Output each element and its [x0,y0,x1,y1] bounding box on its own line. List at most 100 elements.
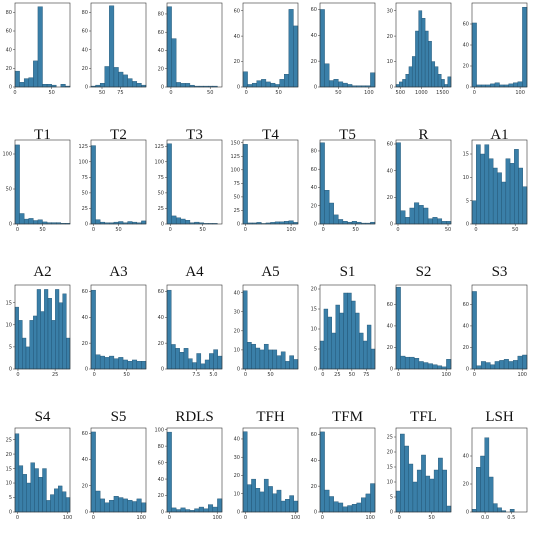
bar-s5-3 [104,357,110,370]
bar-lsl-1 [95,490,101,513]
bar-tfl-6 [423,362,429,370]
bar-dfm-3 [255,488,261,513]
ytick-label-s5-3: 60 [82,289,88,295]
ytick-label-t4-3: 60 [234,8,240,14]
panel-title-s3: S3 [492,264,508,280]
bar-lsm-7 [42,468,47,513]
ytick-label-a5-2: 50 [234,195,240,201]
panel-t2: 0 20 40 60 80 50 75 T2 [82,2,147,143]
bar-dfm-10 [285,499,290,513]
bar-rdls-1 [171,344,176,370]
ytick-label-a5-1: 25 [234,208,240,214]
ytick-label-a5-4: 100 [230,168,240,174]
panel-lsl: 02040600100LSL [82,427,147,521]
ytick-label-t2-2: 40 [82,47,88,53]
bar-fr-6 [421,454,426,513]
bar-rdls-4 [183,348,189,370]
ytick-label-a1-0: 0 [466,85,469,91]
bar-s4-13 [62,293,67,370]
axes-frame-lsl [90,427,147,513]
xtick-label-s5-0: 0 [93,372,96,378]
bar-lsh-7 [503,359,509,370]
bar-lsh-3 [485,362,491,370]
ytick-label-lsh-3: 60 [463,302,469,308]
ytick-label-a3-5: 125 [78,144,88,150]
bar-s2-7 [427,218,433,225]
ytick-label-s2-3: 60 [387,142,393,148]
bar-tfl-4 [414,358,420,370]
bar-t2-9 [132,81,138,88]
ytick-label-a4-5: 125 [154,144,164,150]
bar-r-15 [444,84,448,88]
bar-a5-7 [274,221,280,225]
bar-dfl-1 [324,489,330,513]
ytick-label-s4-1: 5 [9,345,12,351]
xtick-label-t1-0: 0 [13,90,16,96]
bar-dnd-1 [476,467,481,513]
bar-lsh-9 [513,360,519,370]
bar-s1-3 [333,214,339,225]
axes-frame-lsm [14,427,71,513]
bar-t4-4 [261,79,267,88]
axes-frame-tfm [319,284,376,370]
ytick-label-t4-1: 20 [234,59,240,65]
bar-s3-8 [505,158,511,225]
ytick-label-dfh-3: 60 [158,460,164,466]
bar-tfm-2 [327,316,332,370]
bar-dfl-4 [338,502,344,513]
xtick-label-t4-0: 0 [245,90,248,96]
bar-dfm-2 [251,478,256,513]
axes-frame-fr [395,427,452,513]
bar-dnd-9 [509,509,515,513]
bar-s2-5 [418,205,424,225]
ytick-label-lsm-2: 10 [6,481,12,487]
panel-title-s4: S4 [35,409,51,425]
ytick-label-r-2: 20 [387,34,393,40]
ytick-label-t3-1: 20 [158,66,164,72]
bar-lsm-0 [14,433,20,513]
xtick-label-dnd-1: 0.5 [507,515,515,521]
bar-lsl-0 [90,431,96,513]
bar-s1-4 [338,219,344,225]
ytick-label-lsm-1: 5 [9,495,12,501]
xtick-label-tfm-0: 0 [321,372,324,378]
bar-r-13 [437,74,442,88]
bar-tfl-1 [400,355,406,370]
axes-frame-dfm [242,427,299,513]
bar-tfh-5 [263,343,269,370]
ytick-label-t1-2: 40 [6,47,12,53]
bar-t5-4 [338,81,344,88]
bar-t4-1 [247,84,253,88]
ytick-label-tfl-2: 40 [387,324,393,330]
bar-s3-2 [480,153,485,225]
xtick-label-a1-1: 100 [515,90,525,96]
bar-dfl-11 [370,483,376,513]
bar-dfm-7 [272,493,278,513]
bar-r-2 [402,79,406,88]
bar-s3-0 [471,200,477,225]
bar-dfl-3 [333,501,339,513]
ytick-label-a2-1: 50 [6,187,12,193]
bar-t4-10 [288,9,294,88]
bar-s5-2 [99,355,105,370]
bar-lsl-6 [118,497,124,513]
bar-tfm-1 [323,308,329,370]
ytick-label-lsm-3: 15 [6,466,12,472]
xtick-label-fr-0: 0 [398,515,401,521]
bar-lsm-1 [18,465,24,513]
bar-a2-5 [37,219,43,225]
bar-lsl-10 [136,498,142,513]
panel-tfl: 0 20 40 60 0 100 TFL [387,284,452,425]
bar-a1-7 [503,84,509,88]
panel-s2: 0 20 40 60 0 50 S2 [387,139,452,280]
bar-lsl-2 [99,498,105,513]
ytick-label-t3-4: 80 [158,12,164,18]
bar-s3-10 [514,149,519,225]
ytick-label-s1-0: 0 [314,222,317,228]
bar-dnd-5 [492,503,498,513]
ytick-label-t1-0: 0 [9,85,12,91]
ytick-label-fr-0: 0 [390,510,393,516]
bar-s1-0 [319,142,325,225]
panel-s3: 0 5 10 15 0 50 S3 [463,139,528,280]
ytick-label-lsl-3: 60 [82,431,88,437]
